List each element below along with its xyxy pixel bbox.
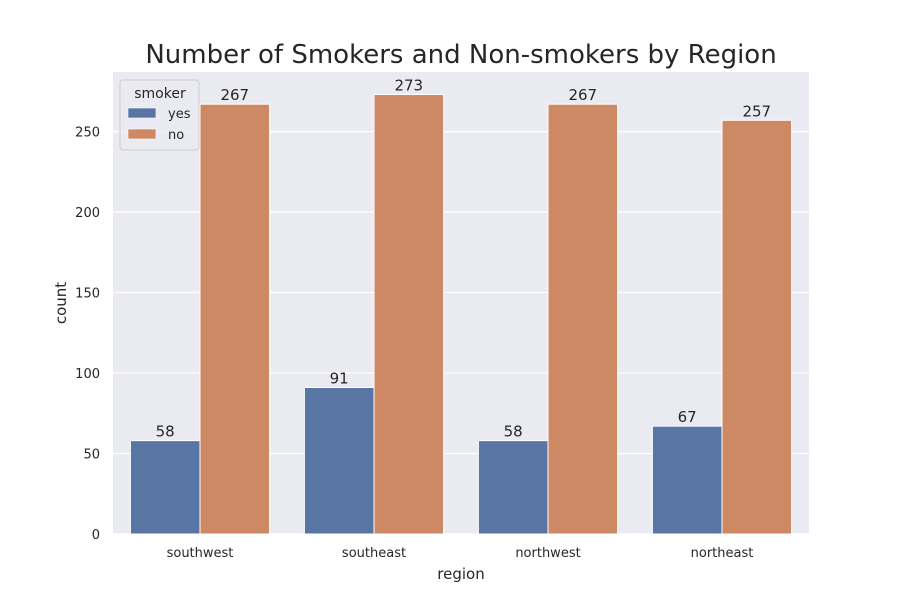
y-tick-label: 250	[75, 126, 100, 141]
y-tick-label: 0	[92, 528, 100, 543]
y-tick-label: 50	[83, 448, 100, 463]
bar-no-southwest	[199, 103, 271, 535]
x-tick-label: southeast	[342, 546, 406, 561]
bar-value-label: 273	[394, 77, 423, 95]
bar-no-northwest	[547, 103, 619, 535]
legend-swatch-no	[127, 128, 157, 140]
y-axis-ticks: 0 50 100 150 200 250	[75, 126, 100, 543]
legend-label-yes: yes	[168, 107, 191, 122]
legend-title: smoker	[134, 86, 186, 102]
chart-title: Number of Smokers and Non-smokers by Reg…	[145, 40, 776, 70]
y-tick-label: 150	[75, 287, 100, 302]
y-axis-label: count	[52, 282, 70, 324]
bar-yes-southeast	[303, 387, 375, 535]
bars	[129, 94, 793, 535]
legend-swatch-yes	[127, 107, 157, 119]
bar-value-label: 91	[330, 370, 349, 388]
x-axis-ticks: southwest southeast northwest northeast	[167, 546, 754, 561]
bar-value-label: 267	[568, 86, 597, 104]
x-axis-label: region	[437, 565, 484, 583]
bar-value-labels: 58 267 91 273 58 267 67 257	[156, 77, 771, 441]
bar-no-northeast	[721, 119, 793, 535]
bar-yes-northeast	[651, 425, 723, 535]
bar-yes-southwest	[129, 440, 201, 535]
legend-label-no: no	[168, 128, 184, 143]
bar-value-label: 267	[220, 86, 249, 104]
bar-value-label: 58	[156, 423, 175, 441]
bar-value-label: 58	[504, 423, 523, 441]
legend-entries: yes no	[127, 107, 191, 143]
bar-value-label: 67	[678, 408, 697, 426]
bar-value-label: 257	[742, 102, 771, 120]
legend: smoker yes no	[119, 79, 200, 151]
bar-no-southeast	[373, 94, 445, 535]
x-tick-label: northeast	[691, 546, 754, 561]
bar-yes-northwest	[477, 440, 549, 535]
y-tick-label: 100	[75, 367, 100, 382]
y-tick-label: 200	[75, 206, 100, 221]
x-tick-label: southwest	[167, 546, 234, 561]
x-tick-label: northwest	[515, 546, 580, 561]
